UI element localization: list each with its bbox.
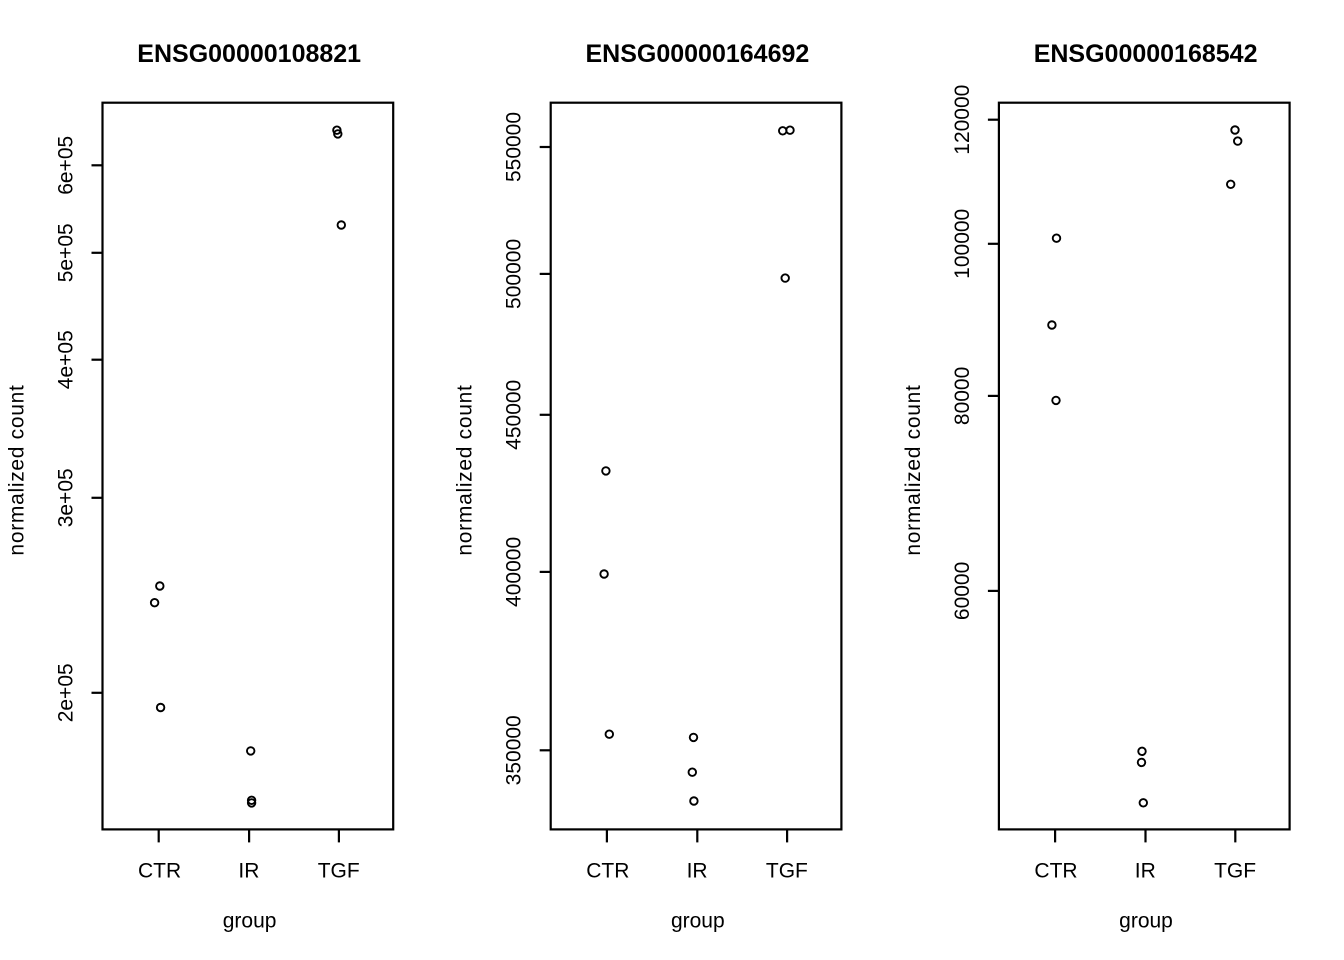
svg-text:normalized count: normalized count	[902, 384, 925, 555]
svg-text:normalized count: normalized count	[6, 384, 29, 555]
svg-text:450000: 450000	[503, 380, 526, 450]
svg-text:4e+05: 4e+05	[55, 330, 78, 389]
svg-text:5e+05: 5e+05	[55, 223, 78, 282]
svg-text:group: group	[223, 910, 277, 933]
svg-text:group: group	[671, 910, 725, 933]
svg-text:ENSG00000108821: ENSG00000108821	[137, 40, 361, 68]
svg-text:IR: IR	[687, 860, 708, 883]
svg-text:normalized count: normalized count	[454, 384, 477, 555]
svg-text:CTR: CTR	[1034, 860, 1077, 883]
svg-text:2e+05: 2e+05	[55, 663, 78, 722]
svg-text:ENSG00000164692: ENSG00000164692	[586, 40, 810, 68]
svg-text:TGF: TGF	[766, 860, 808, 883]
svg-text:TGF: TGF	[318, 860, 360, 883]
svg-text:group: group	[1119, 910, 1173, 933]
svg-text:80000: 80000	[951, 367, 974, 425]
svg-text:60000: 60000	[951, 562, 974, 620]
svg-text:500000: 500000	[503, 239, 526, 309]
svg-text:350000: 350000	[503, 715, 526, 785]
svg-text:TGF: TGF	[1214, 860, 1256, 883]
svg-text:120000: 120000	[951, 85, 974, 155]
svg-text:550000: 550000	[503, 112, 526, 182]
svg-text:CTR: CTR	[586, 860, 629, 883]
svg-text:3e+05: 3e+05	[55, 468, 78, 527]
svg-text:IR: IR	[1135, 860, 1156, 883]
svg-text:IR: IR	[238, 860, 259, 883]
svg-text:400000: 400000	[503, 537, 526, 607]
svg-text:ENSG00000168542: ENSG00000168542	[1034, 40, 1258, 68]
svg-text:CTR: CTR	[138, 860, 181, 883]
svg-text:100000: 100000	[951, 209, 974, 279]
svg-text:6e+05: 6e+05	[55, 136, 78, 195]
